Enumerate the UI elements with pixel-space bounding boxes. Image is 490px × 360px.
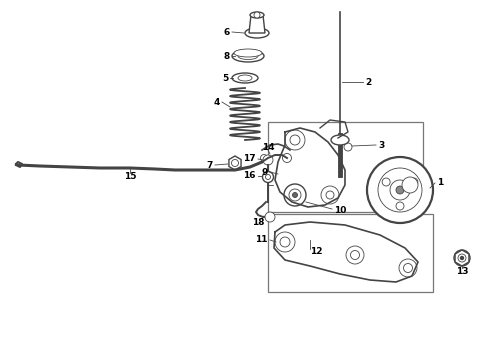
Circle shape bbox=[396, 202, 404, 210]
Circle shape bbox=[261, 154, 268, 162]
Ellipse shape bbox=[232, 73, 258, 83]
Circle shape bbox=[390, 180, 410, 200]
Circle shape bbox=[346, 246, 364, 264]
Text: 17: 17 bbox=[244, 153, 256, 162]
Circle shape bbox=[396, 186, 404, 194]
Bar bbox=[268, 122, 423, 212]
Ellipse shape bbox=[331, 135, 349, 145]
Text: 13: 13 bbox=[456, 266, 468, 275]
Circle shape bbox=[344, 143, 352, 151]
Ellipse shape bbox=[250, 12, 264, 18]
Text: 11: 11 bbox=[255, 235, 268, 244]
Circle shape bbox=[326, 191, 334, 199]
Circle shape bbox=[382, 178, 390, 186]
Ellipse shape bbox=[232, 50, 264, 62]
Text: 5: 5 bbox=[222, 73, 228, 82]
Circle shape bbox=[403, 264, 413, 273]
Circle shape bbox=[265, 212, 275, 222]
Ellipse shape bbox=[238, 53, 258, 59]
Ellipse shape bbox=[238, 75, 252, 81]
Circle shape bbox=[263, 171, 273, 183]
Circle shape bbox=[402, 177, 418, 193]
Polygon shape bbox=[249, 15, 265, 33]
Circle shape bbox=[293, 193, 297, 198]
Circle shape bbox=[458, 254, 466, 262]
Text: 10: 10 bbox=[334, 206, 346, 215]
Text: 9: 9 bbox=[262, 167, 268, 176]
Circle shape bbox=[367, 157, 433, 223]
Circle shape bbox=[280, 237, 290, 247]
Circle shape bbox=[290, 135, 300, 145]
Polygon shape bbox=[229, 156, 241, 170]
Text: 1: 1 bbox=[437, 177, 443, 186]
Bar bbox=[268, 214, 433, 292]
Text: 15: 15 bbox=[124, 171, 136, 180]
Text: 18: 18 bbox=[252, 217, 264, 226]
Text: 12: 12 bbox=[310, 248, 322, 256]
Circle shape bbox=[284, 184, 306, 206]
Circle shape bbox=[378, 168, 422, 212]
Circle shape bbox=[321, 186, 339, 204]
Circle shape bbox=[457, 253, 467, 263]
Circle shape bbox=[266, 175, 270, 180]
Circle shape bbox=[410, 178, 418, 186]
Text: 14: 14 bbox=[262, 143, 274, 152]
Text: 8: 8 bbox=[224, 51, 230, 60]
Circle shape bbox=[454, 250, 470, 266]
Text: 4: 4 bbox=[214, 98, 220, 107]
Circle shape bbox=[283, 153, 292, 162]
Circle shape bbox=[263, 155, 273, 165]
Circle shape bbox=[285, 130, 305, 150]
Ellipse shape bbox=[245, 28, 269, 38]
Circle shape bbox=[461, 256, 464, 260]
Circle shape bbox=[254, 12, 260, 18]
Ellipse shape bbox=[234, 49, 262, 57]
Text: 2: 2 bbox=[365, 77, 371, 86]
Text: 3: 3 bbox=[378, 140, 384, 149]
Circle shape bbox=[350, 251, 360, 260]
Text: 16: 16 bbox=[244, 171, 256, 180]
Circle shape bbox=[399, 259, 417, 277]
Text: 7: 7 bbox=[207, 161, 213, 170]
Circle shape bbox=[231, 159, 239, 166]
Polygon shape bbox=[455, 250, 469, 266]
Circle shape bbox=[289, 189, 301, 201]
Circle shape bbox=[275, 232, 295, 252]
Text: 6: 6 bbox=[224, 27, 230, 36]
